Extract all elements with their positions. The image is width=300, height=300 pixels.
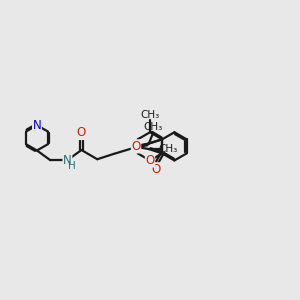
Text: H: H [68,161,76,171]
Text: CH₃: CH₃ [144,122,163,132]
Text: N: N [63,154,72,167]
Text: O: O [151,163,160,176]
Text: O: O [77,127,86,140]
Text: O: O [146,154,154,167]
Text: N: N [33,119,41,132]
Text: CH₃: CH₃ [158,144,178,154]
Text: O: O [131,140,141,153]
Text: CH₃: CH₃ [140,110,160,120]
